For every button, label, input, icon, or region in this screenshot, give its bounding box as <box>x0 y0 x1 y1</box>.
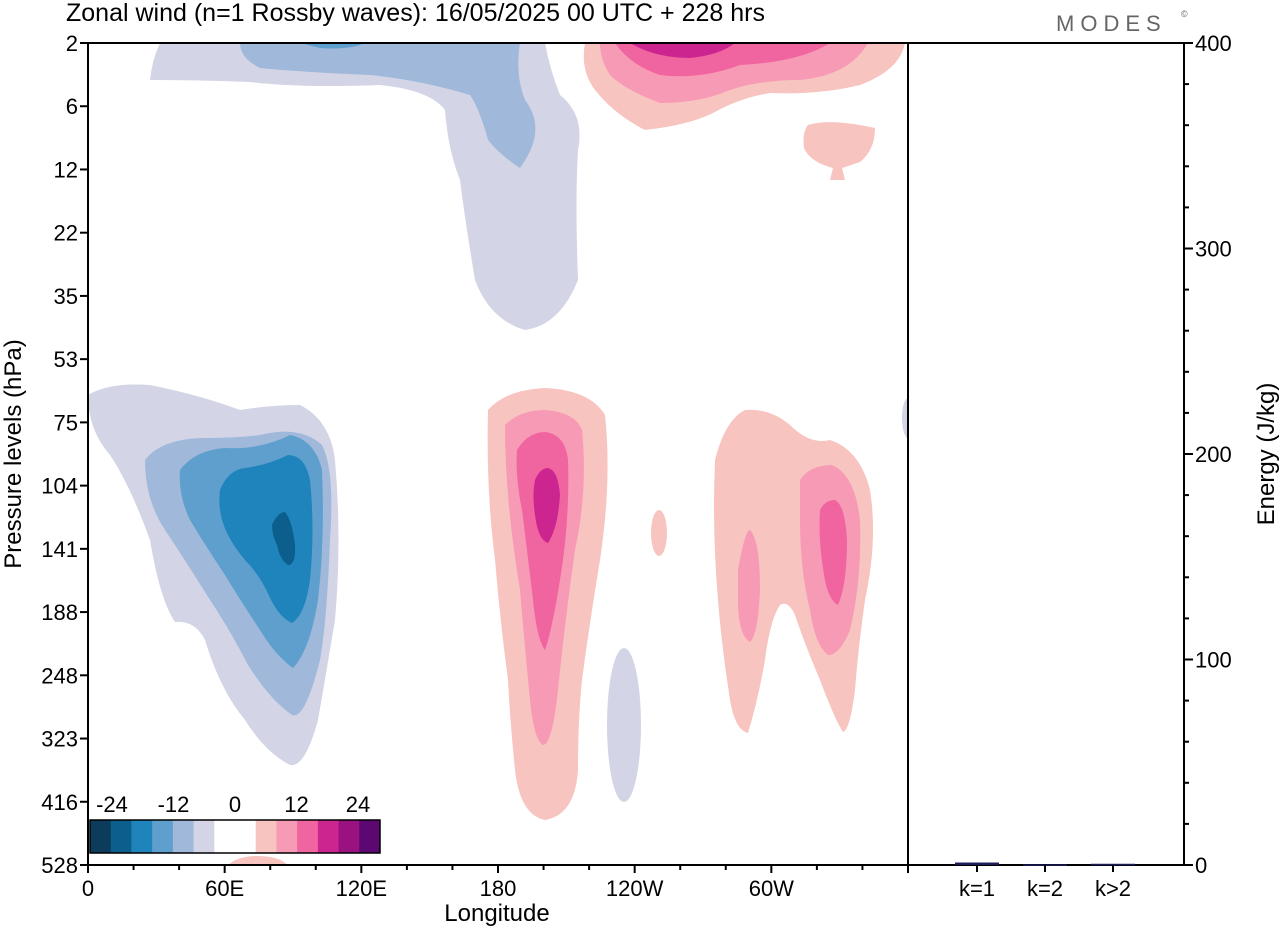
contour-neg-upper-8 <box>240 43 536 168</box>
colorbar-swatch <box>193 820 215 853</box>
bar-category-label: k>2 <box>1095 876 1131 901</box>
pressure-tick-label: 22 <box>54 221 78 246</box>
x-axis-label: Longitude <box>444 900 549 927</box>
longitude-tick-label: 120E <box>336 876 387 901</box>
contour-neg-upper-12 <box>300 43 365 49</box>
pressure-tick-label: 75 <box>54 410 78 435</box>
contour-neg-upper-4 <box>150 43 580 330</box>
brand-mark: © <box>1181 9 1188 19</box>
colorbar: -24 -12 0 12 24 <box>89 792 381 854</box>
contour-neg-main-20 <box>272 512 296 565</box>
energy-tick-label: 300 <box>1195 237 1232 262</box>
chart-title: Zonal wind (n=1 Rossby waves): 16/05/202… <box>66 0 765 27</box>
contour-pos-center-16 <box>533 468 560 543</box>
colorbar-swatch <box>131 820 153 853</box>
y-axis-label: Pressure levels (hPa) <box>0 339 27 568</box>
longitude-tick-label: 60W <box>749 876 794 901</box>
contour-pos-right-8b <box>738 530 760 642</box>
pressure-tick-label: 248 <box>41 663 78 688</box>
contour-pos-upper-16 <box>630 43 735 58</box>
pressure-tick-label: 6 <box>66 94 78 119</box>
bar-category-label: k=1 <box>959 876 995 901</box>
colorbar-swatch <box>338 820 360 853</box>
pressure-tick-label: 12 <box>54 157 78 182</box>
colorbar-label: 0 <box>229 792 241 817</box>
energy-axis: 0 100 200 300 400 <box>1184 31 1232 878</box>
pressure-tick-label: 104 <box>41 474 78 499</box>
colorbar-swatch <box>235 820 257 853</box>
colorbar-swatch <box>317 820 340 853</box>
pressure-tick-label: 141 <box>41 537 78 562</box>
colorbar-swatch <box>110 820 132 853</box>
colorbar-swatch <box>276 820 298 853</box>
longitude-tick-label: 120W <box>606 876 664 901</box>
energy-bars: k=1 k=2 k>2 <box>955 862 1135 901</box>
energy-tick-label: 0 <box>1195 853 1207 878</box>
colorbar-swatch <box>214 820 236 853</box>
pressure-tick-label: 53 <box>54 347 78 372</box>
bar-category-label: k=2 <box>1027 876 1063 901</box>
pressure-tick-label: 528 <box>41 853 78 878</box>
colorbar-swatch <box>172 820 195 853</box>
longitude-tick-label: 60E <box>205 876 244 901</box>
colorbar-label: 12 <box>284 792 308 817</box>
energy-panel-frame <box>907 42 1185 866</box>
colorbar-label: -24 <box>96 792 128 817</box>
colorbar-label: 24 <box>346 792 370 817</box>
contour-neg-edge <box>902 398 908 438</box>
energy-tick-label: 400 <box>1195 31 1232 56</box>
longitude-tick-label: 180 <box>480 876 517 901</box>
energy-tick-label: 100 <box>1195 648 1232 673</box>
energy-axis-label: Energy (J/kg) <box>1253 383 1280 526</box>
pressure-tick-label: 35 <box>54 284 78 309</box>
colorbar-swatch <box>297 820 319 853</box>
pressure-axis: 2 6 12 22 35 53 75 104 141 188 248 323 416 528 <box>41 31 88 878</box>
contour-pos-upper-small <box>803 122 875 180</box>
colorbar-frame <box>89 819 381 854</box>
longitude-tick-label: 0 <box>82 876 94 901</box>
contour-pos-bottom <box>228 856 288 865</box>
pressure-tick-label: 416 <box>41 790 78 815</box>
energy-bar <box>955 862 999 865</box>
contour-neg-main-16 <box>219 455 313 623</box>
contour-pos-small <box>651 510 667 556</box>
colorbar-swatch <box>152 820 174 853</box>
colorbar-swatch <box>255 820 277 853</box>
colorbar-label: -12 <box>158 792 190 817</box>
energy-bar <box>1091 863 1135 866</box>
pressure-tick-label: 323 <box>41 727 78 752</box>
colorbar-swatch <box>359 820 381 853</box>
contour-pos-right-12 <box>819 500 847 605</box>
longitude-axis: 0 60E 120E 180 120W 60W <box>82 865 909 901</box>
energy-tick-label: 200 <box>1195 442 1232 467</box>
colorbar-swatch <box>90 820 112 853</box>
contour-neg-lower <box>607 648 641 802</box>
pressure-tick-label: 188 <box>41 600 78 625</box>
contour-field <box>88 43 908 865</box>
pressure-tick-label: 2 <box>66 31 78 56</box>
brand-logo: MODES <box>1056 11 1167 36</box>
